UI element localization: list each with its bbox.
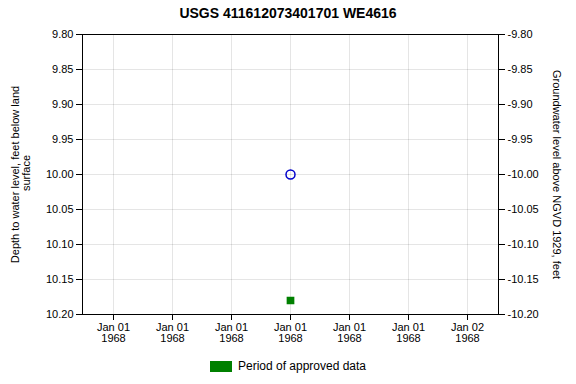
svg-text:9.95: 9.95 (52, 133, 73, 145)
html-text:USGS 411612073401701 WE4616: USGS 411612073401701 WE4616 (179, 5, 397, 21)
svg-text:10.00: 10.00 (46, 168, 74, 180)
svg-text:Jan 011968: Jan 011968 (274, 321, 307, 344)
svg-text:10.15: 10.15 (46, 273, 74, 285)
svg-text:Jan 011968: Jan 011968 (97, 321, 130, 344)
svg-text:-9.90: -9.90 (508, 98, 533, 110)
svg-text:Groundwater level above NGVD 1: Groundwater level above NGVD 1929, feet (551, 70, 563, 279)
svg-text:-10.00: -10.00 (508, 168, 539, 180)
svg-text:-9.95: -9.95 (508, 133, 533, 145)
svg-text:Jan 011968: Jan 011968 (156, 321, 189, 344)
svg-text:Jan 011968: Jan 011968 (392, 321, 425, 344)
svg-text:-9.80: -9.80 (508, 28, 533, 40)
svg-text:10.20: 10.20 (46, 308, 74, 320)
svg-text:9.85: 9.85 (52, 63, 73, 75)
svg-text:9.80: 9.80 (52, 28, 73, 40)
svg-text:-10.20: -10.20 (508, 308, 539, 320)
svg-text:Jan 011968: Jan 011968 (215, 321, 248, 344)
svg-text:Jan 011968: Jan 011968 (333, 321, 366, 344)
svg-text:-10.10: -10.10 (508, 238, 539, 250)
svg-text:Jan 021968: Jan 021968 (451, 321, 484, 344)
svg-text:10.05: 10.05 (46, 203, 74, 215)
svg-text:Depth to water level, feet bel: Depth to water level, feet below land su… (9, 86, 32, 263)
svg-text:-9.85: -9.85 (508, 63, 533, 75)
svg-text:-10.15: -10.15 (508, 273, 539, 285)
html-text:Period of approved data: Period of approved data (238, 359, 366, 373)
svg-text:10.10: 10.10 (46, 238, 74, 250)
svg-text:-10.05: -10.05 (508, 203, 539, 215)
svg-text:9.90: 9.90 (52, 98, 73, 110)
